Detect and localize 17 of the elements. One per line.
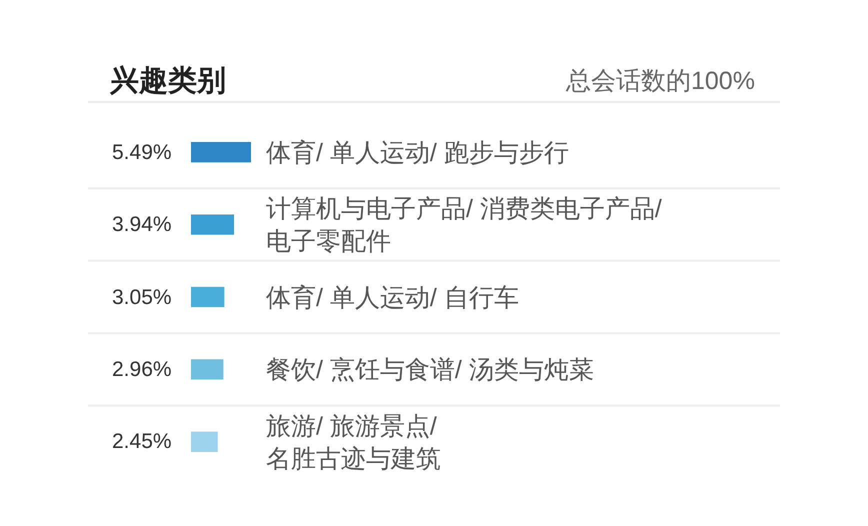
- data-label: 2.45%: [112, 430, 172, 453]
- data-label: 2.96%: [112, 358, 172, 381]
- bar: [191, 142, 251, 162]
- y-tick-label: 餐饮/ 烹饪与食谱/ 汤类与炖菜: [266, 356, 594, 384]
- y-tick-label: 旅游/ 旅游景点/ 名胜古迹与建筑: [266, 412, 441, 473]
- text: 总会话数的100%: [565, 67, 755, 95]
- data-label: 5.49%: [112, 141, 172, 164]
- bar: [191, 432, 218, 452]
- data-label: 3.94%: [112, 213, 172, 236]
- bar: [191, 286, 224, 308]
- chart-title: 兴趣类别: [109, 65, 226, 98]
- bar: [191, 214, 234, 235]
- data-label: 3.05%: [112, 286, 172, 309]
- y-tick-label: 体育/ 单人运动/ 自行车: [266, 284, 519, 312]
- bar: [191, 359, 224, 380]
- y-tick-label: 体育/ 单人运动/ 跑步与步行: [266, 138, 569, 167]
- y-tick-label: 计算机与电子产品/ 消费类电子产品/ 电子零配件: [266, 195, 662, 256]
